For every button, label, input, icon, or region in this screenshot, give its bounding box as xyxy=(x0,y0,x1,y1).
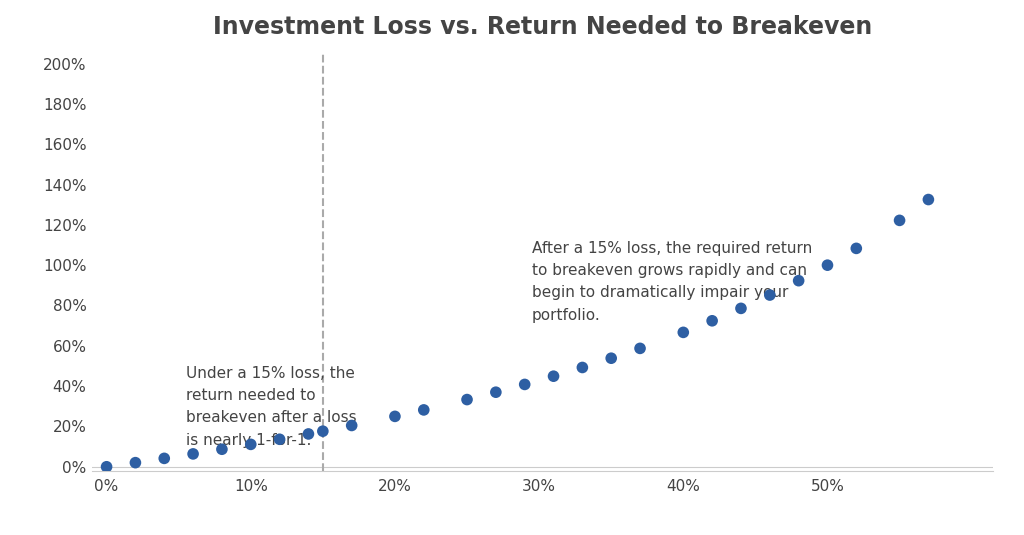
Point xyxy=(459,395,475,404)
Point xyxy=(487,388,504,396)
Point xyxy=(127,458,143,467)
Point xyxy=(516,380,532,389)
Point xyxy=(300,430,316,438)
Text: After a 15% loss, the required return
to breakeven grows rapidly and can
begin t: After a 15% loss, the required return to… xyxy=(531,241,812,323)
Point xyxy=(387,412,403,421)
Point xyxy=(343,421,359,430)
Point xyxy=(632,344,648,353)
Point xyxy=(921,195,937,204)
Point xyxy=(314,427,331,435)
Point xyxy=(185,449,202,458)
Point xyxy=(733,304,750,312)
Point xyxy=(891,216,907,225)
Point xyxy=(98,462,115,471)
Point xyxy=(675,328,691,337)
Text: Under a 15% loss, the
return needed to
breakeven after a loss
is nearly 1-for-1.: Under a 15% loss, the return needed to b… xyxy=(186,366,356,448)
Point xyxy=(271,435,288,444)
Point xyxy=(156,454,172,463)
Title: Investment Loss vs. Return Needed to Breakeven: Investment Loss vs. Return Needed to Bre… xyxy=(213,15,872,39)
Point xyxy=(703,317,720,325)
Point xyxy=(574,363,591,372)
Point xyxy=(214,445,230,454)
Point xyxy=(416,406,432,414)
Point xyxy=(848,244,864,253)
Point xyxy=(791,277,807,285)
Point xyxy=(603,354,620,363)
Point xyxy=(819,261,836,270)
Point xyxy=(762,291,778,299)
Point xyxy=(546,372,562,380)
Point xyxy=(243,440,259,449)
